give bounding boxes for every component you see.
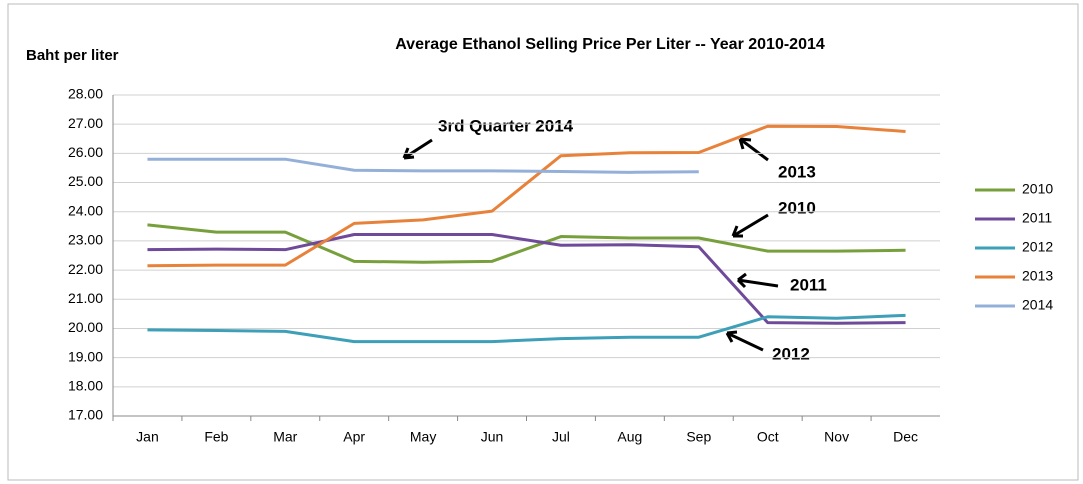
y-tick-label: 28.00: [68, 86, 103, 102]
y-tick-label: 19.00: [68, 348, 103, 364]
arrow: [731, 213, 769, 238]
x-tick-label: Jun: [481, 429, 504, 445]
y-tick-label: 18.00: [68, 378, 103, 394]
y-tick-label: 27.00: [68, 115, 103, 131]
legend-label: 2011: [1022, 210, 1052, 226]
y-tick-label: 24.00: [68, 202, 103, 218]
chart-title: Average Ethanol Selling Price Per Liter …: [395, 36, 825, 53]
x-tick-label: Jul: [552, 429, 570, 445]
annotation: 2011: [790, 275, 827, 294]
series-line: [147, 124, 906, 268]
x-tick-label: May: [410, 429, 436, 445]
y-tick-label: 23.00: [68, 232, 103, 248]
y-tick-label: 21.00: [68, 290, 103, 306]
x-tick-label: Apr: [343, 429, 365, 445]
y-tick-label: 17.00: [68, 407, 103, 423]
arrow: [736, 272, 779, 289]
x-tick-label: Mar: [273, 429, 297, 445]
x-tick-label: Nov: [824, 429, 849, 445]
arrows: [402, 137, 779, 352]
y-axis-label: Baht per liter: [26, 47, 119, 64]
series-line: [147, 157, 699, 174]
y-tick-label: 20.00: [68, 319, 103, 335]
chart-frame: [7, 3, 1079, 481]
x-tick-label: Feb: [204, 429, 228, 445]
legend-label: 2012: [1022, 239, 1053, 255]
y-tick-label: 25.00: [68, 173, 103, 189]
annotation: 2012: [772, 344, 810, 363]
y-tick-label: 26.00: [68, 144, 103, 160]
series-line: [147, 232, 906, 325]
arrow: [402, 138, 433, 160]
annotation: 2010: [778, 198, 816, 217]
series-line: [147, 223, 906, 264]
arrow: [738, 137, 769, 162]
x-tick-label: Jan: [136, 429, 159, 445]
series-line: [147, 313, 906, 344]
x-tick-label: Oct: [757, 429, 779, 445]
legend-label: 2010: [1022, 181, 1053, 197]
arrow: [725, 330, 764, 352]
x-tick-label: Sep: [686, 429, 711, 445]
x-tick-label: Aug: [617, 429, 642, 445]
legend-label: 2013: [1022, 268, 1053, 284]
x-tick-label: Dec: [893, 429, 918, 445]
legend-label: 2014: [1022, 297, 1053, 313]
annotation: 3rd Quarter 2014: [438, 116, 574, 135]
y-tick-label: 22.00: [68, 261, 103, 277]
annotation: 2013: [778, 162, 816, 181]
